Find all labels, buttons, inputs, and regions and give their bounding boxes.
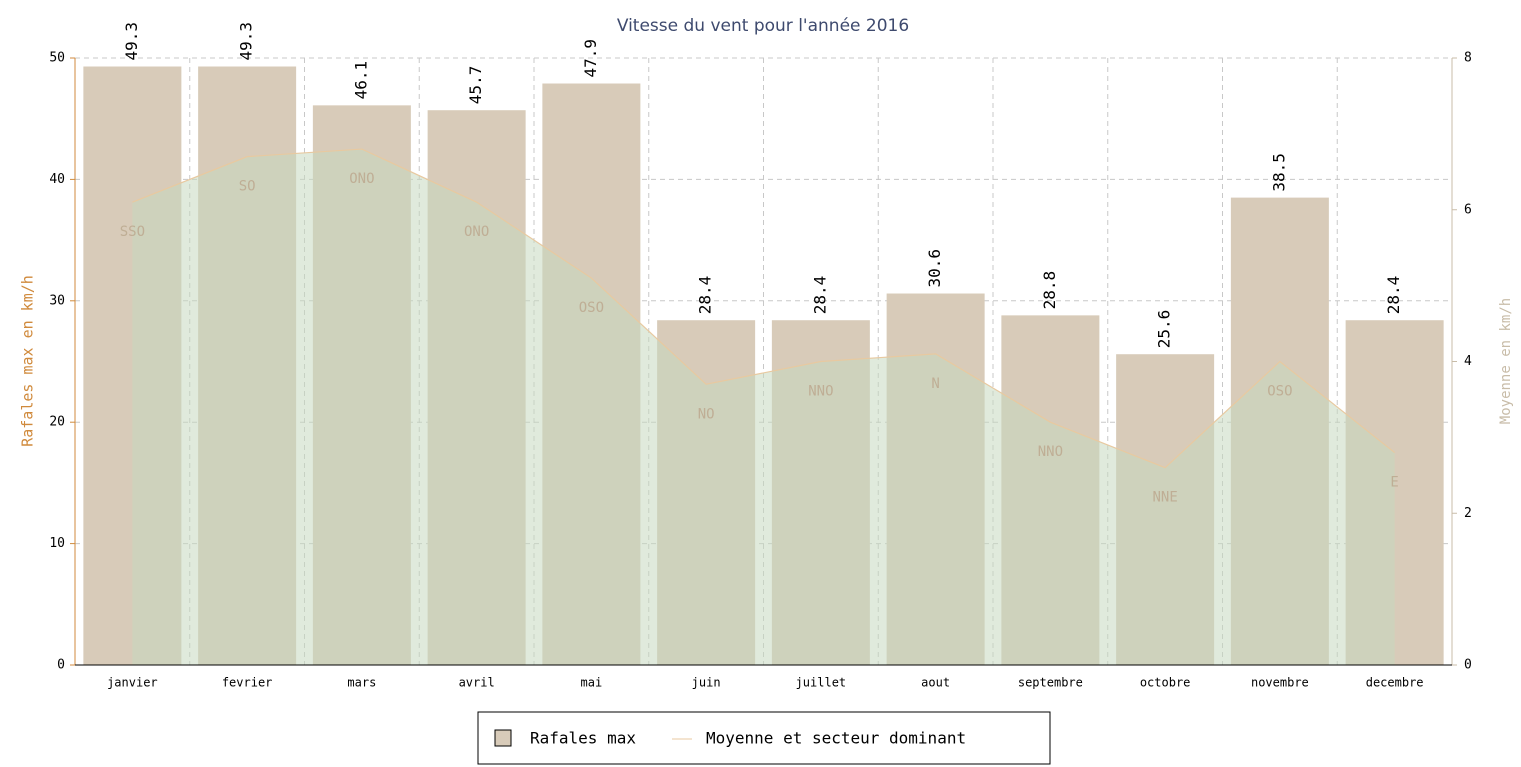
legend-swatch: [494, 729, 512, 747]
sector-label: ONO: [464, 224, 489, 240]
x-tick-label: juillet: [796, 676, 847, 690]
sector-label: SSO: [120, 224, 145, 240]
x-tick-label: octobre: [1140, 676, 1191, 690]
x-tick-label: juin: [692, 676, 721, 690]
legend-label: Rafales max: [530, 729, 636, 748]
x-tick-label: aout: [921, 676, 950, 690]
legend-label: Moyenne et secteur dominant: [706, 729, 966, 748]
y-tick-label: 0: [57, 658, 65, 673]
x-tick-label: avril: [459, 676, 495, 690]
y-tick-label: 10: [49, 536, 65, 551]
y-axis-label: Rafales max en km/h: [19, 275, 37, 447]
data-label: 28.4: [810, 276, 829, 315]
y-tick-label: 30: [49, 293, 65, 308]
data-label: 28.4: [1384, 276, 1403, 315]
data-label: 49.3: [237, 22, 256, 61]
y-tick-label: 50: [49, 51, 65, 66]
sector-label: OSO: [579, 300, 604, 316]
data-label: 28.8: [1040, 271, 1059, 310]
data-label: 46.1: [351, 61, 370, 100]
sector-label: SO: [239, 179, 256, 195]
x-tick-label: septembre: [1018, 676, 1083, 690]
sector-label: E: [1390, 475, 1398, 491]
chart-title: Vitesse du vent pour l'année 2016: [617, 16, 909, 36]
x-tick-label: mars: [347, 676, 376, 690]
data-label: 25.6: [1155, 310, 1174, 349]
line: [132, 148, 1396, 469]
data-label: 38.5: [1269, 153, 1288, 192]
data-label: 30.6: [925, 249, 944, 288]
sector-label: NNE: [1152, 490, 1177, 506]
data-label: 28.4: [696, 276, 715, 315]
data-label: 47.9: [581, 39, 600, 78]
sector-label: OSO: [1267, 384, 1292, 400]
x-tick-label: janvier: [107, 676, 158, 690]
y2-tick-label: 2: [1464, 506, 1472, 521]
x-tick-label: decembre: [1366, 676, 1424, 690]
y-tick-label: 20: [49, 415, 65, 430]
x-tick-label: novembre: [1251, 676, 1309, 690]
y2-tick-label: 6: [1464, 202, 1472, 217]
y2-tick-label: 8: [1464, 51, 1472, 66]
y-tick-label: 40: [49, 172, 65, 187]
sector-label: NNO: [1038, 444, 1063, 460]
y2-tick-label: 4: [1464, 354, 1472, 369]
sector-label: NNO: [808, 384, 833, 400]
area: [132, 149, 1395, 666]
sector-label: ONO: [349, 171, 374, 187]
y2-tick-label: 0: [1464, 658, 1472, 673]
x-tick-label: fevrier: [222, 676, 273, 690]
data-label: 49.3: [122, 22, 141, 61]
legend: [477, 711, 1051, 765]
sector-label: N: [931, 376, 939, 392]
data-label: 45.7: [466, 66, 485, 105]
y2-axis-label: Moyenne en km/h: [1498, 298, 1514, 424]
sector-label: NO: [698, 406, 715, 422]
x-tick-label: mai: [581, 676, 603, 690]
